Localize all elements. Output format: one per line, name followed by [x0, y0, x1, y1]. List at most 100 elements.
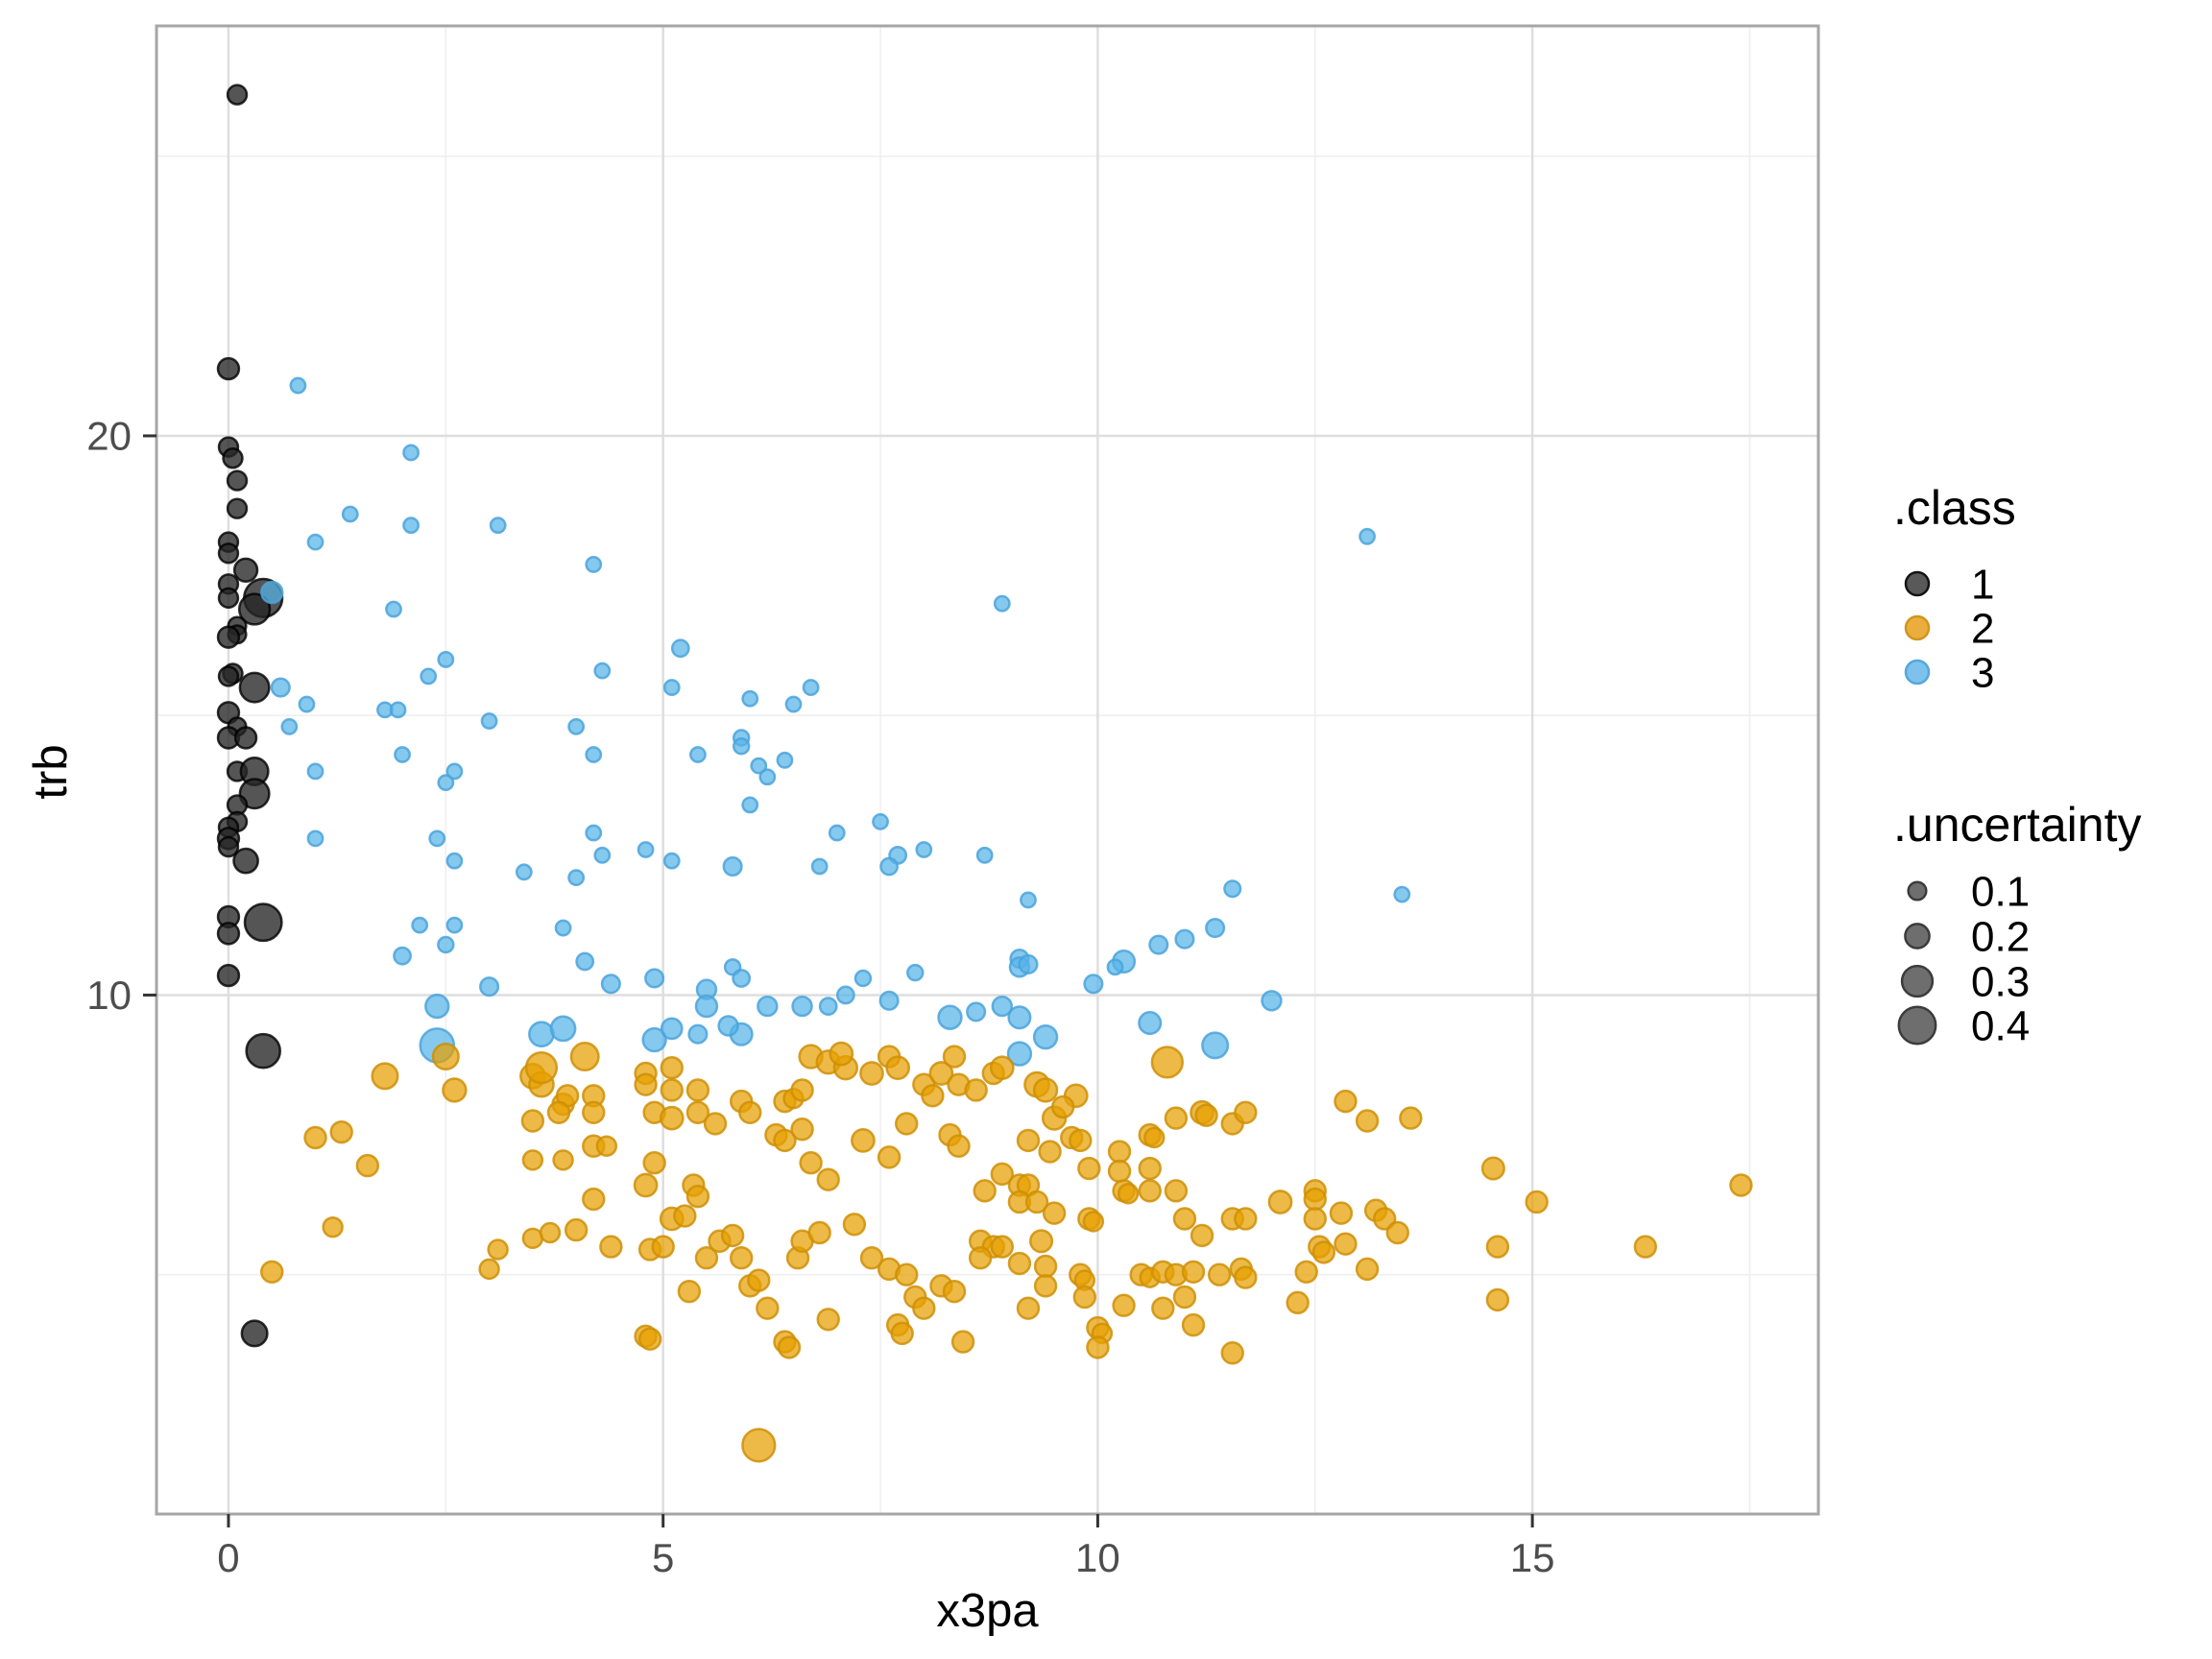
legend-class-label: 1	[1971, 561, 1994, 608]
legend-uncertainty-dot-icon	[1900, 964, 1935, 998]
data-point	[791, 995, 813, 1018]
data-point	[445, 916, 464, 934]
legend-class-dot-icon	[1904, 614, 1931, 641]
data-point	[1038, 1140, 1062, 1164]
data-point	[1485, 1235, 1510, 1259]
data-point	[968, 1246, 993, 1270]
data-point	[854, 969, 873, 988]
data-point	[216, 963, 241, 988]
series-class-2	[260, 1041, 1753, 1463]
data-point	[807, 1220, 831, 1245]
data-point	[660, 1017, 684, 1041]
data-point	[298, 695, 316, 713]
data-point	[750, 757, 768, 775]
data-point	[1016, 1296, 1041, 1320]
data-point	[1007, 1005, 1032, 1030]
legend-uncertainty-dot-icon	[1897, 1005, 1937, 1046]
data-point	[1234, 1265, 1258, 1289]
data-point	[741, 796, 759, 814]
legend-class-dot-icon	[1904, 659, 1931, 685]
data-point	[240, 1319, 269, 1348]
data-point	[1399, 1106, 1423, 1130]
data-point	[670, 638, 690, 659]
data-point	[270, 677, 291, 698]
legend-class-title: .class	[1893, 481, 2016, 535]
data-point	[217, 835, 240, 858]
data-point	[915, 841, 933, 858]
data-point	[942, 1279, 967, 1304]
data-point	[660, 1078, 684, 1102]
data-point	[593, 661, 612, 680]
data-point	[757, 995, 779, 1018]
data-point	[637, 1327, 662, 1351]
data-point	[816, 1308, 840, 1332]
data-point	[1220, 1341, 1244, 1365]
data-point	[575, 951, 595, 972]
data-point	[487, 1238, 509, 1261]
data-point	[226, 497, 249, 519]
legend-uncertainty: 0.10.20.30.4	[1897, 868, 2030, 1049]
data-point	[489, 517, 507, 535]
y-axis-title: trb	[25, 744, 77, 800]
data-point	[1138, 1156, 1162, 1181]
data-point	[1358, 527, 1376, 545]
data-point	[528, 1021, 555, 1048]
series-class-3	[260, 376, 1411, 1067]
data-point	[1234, 1100, 1258, 1124]
data-point	[928, 1061, 954, 1086]
data-point	[694, 1246, 719, 1270]
data-point	[990, 1162, 1015, 1187]
data-point	[1172, 1285, 1197, 1310]
data-point	[420, 667, 438, 685]
data-point	[437, 774, 455, 792]
legend-class-label: 3	[1971, 649, 1994, 696]
data-point	[306, 830, 325, 848]
data-point	[437, 651, 455, 668]
data-point	[1077, 1156, 1101, 1181]
data-point	[1172, 1207, 1197, 1231]
data-point	[1633, 1235, 1658, 1259]
data-point	[306, 533, 325, 551]
data-point	[216, 625, 241, 649]
data-point	[524, 1051, 559, 1085]
data-point	[217, 587, 240, 610]
data-point	[1033, 1274, 1058, 1298]
data-point	[895, 1262, 919, 1286]
panel-border	[155, 24, 1820, 1516]
data-point	[1007, 1251, 1032, 1276]
data-point	[217, 665, 240, 687]
data-point	[1286, 1290, 1310, 1315]
data-point	[720, 1223, 745, 1248]
data-point	[402, 517, 421, 535]
data-point	[521, 1149, 544, 1171]
data-point	[552, 1149, 574, 1171]
data-point	[799, 1150, 823, 1175]
data-point	[402, 444, 421, 462]
data-point	[659, 1105, 685, 1131]
data-point	[872, 812, 889, 830]
data-point	[842, 1213, 867, 1237]
data-point	[975, 846, 994, 864]
data-point	[478, 1258, 500, 1281]
data-point	[859, 1061, 884, 1086]
plot-panel	[156, 26, 1818, 1514]
data-point	[1223, 879, 1242, 899]
data-point	[1355, 1109, 1380, 1133]
data-point	[1190, 1223, 1214, 1248]
data-point	[651, 1235, 675, 1259]
data-point	[828, 824, 846, 842]
data-point	[428, 830, 446, 848]
data-point	[243, 902, 283, 943]
data-point	[942, 1045, 967, 1069]
data-point	[729, 1246, 754, 1270]
data-point	[1334, 1232, 1358, 1256]
data-point	[569, 1042, 600, 1072]
data-point	[280, 717, 299, 735]
data-point	[1164, 1179, 1189, 1203]
data-point	[673, 1204, 697, 1228]
y-axis-ticks: 10 20	[86, 414, 156, 1018]
data-point	[993, 594, 1011, 613]
data-point	[1151, 1296, 1175, 1320]
data-point	[394, 746, 411, 763]
